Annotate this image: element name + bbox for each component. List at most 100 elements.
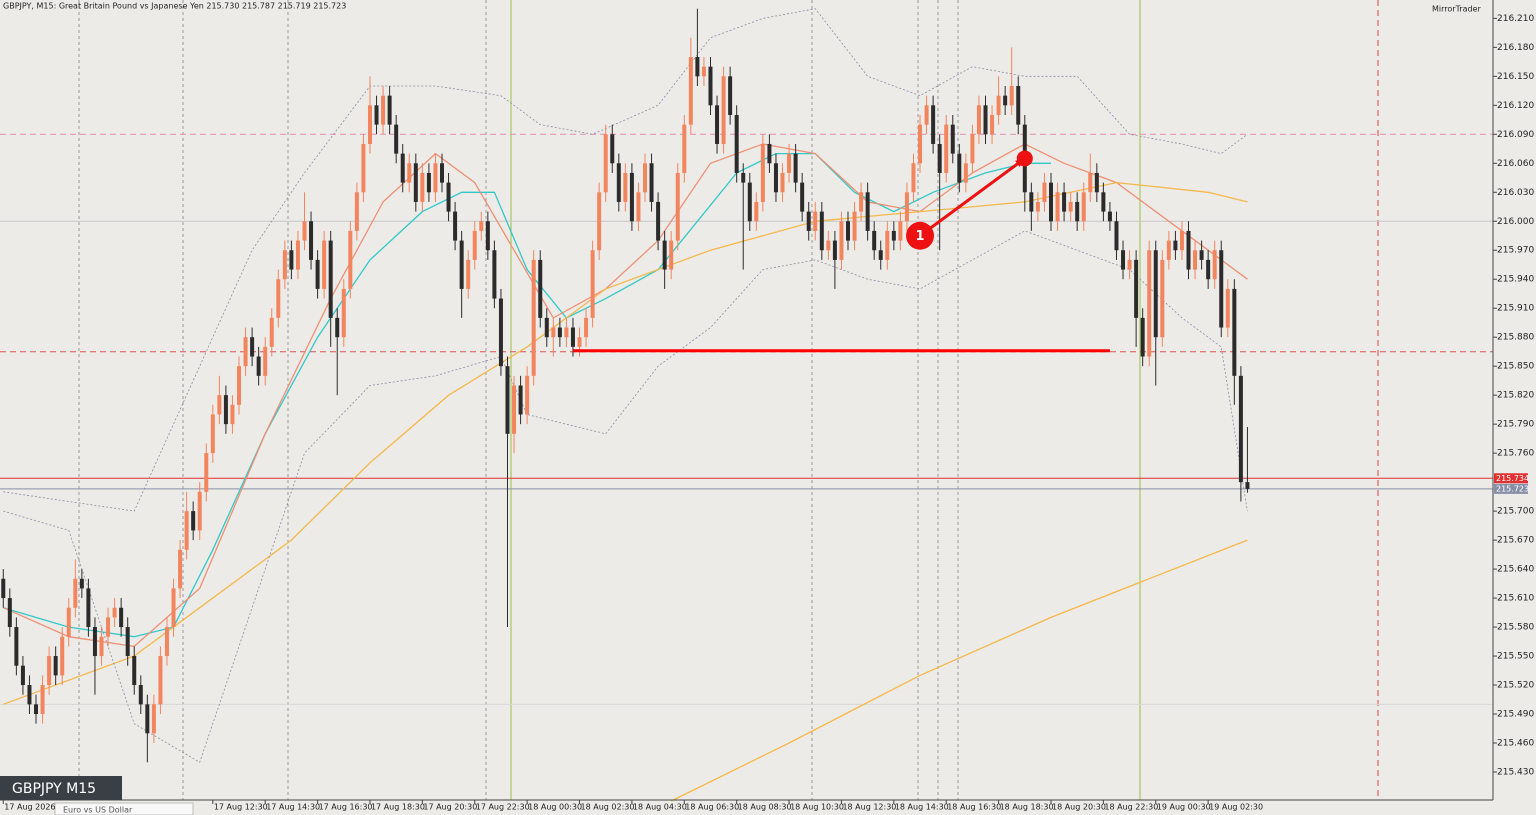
candle-body [780,172,785,193]
candle-body [1179,230,1184,251]
indicator-line [3,8,1248,512]
candle-body [577,337,582,347]
candle-body [983,105,988,135]
candle-body [590,250,595,318]
candle-body [754,201,759,222]
y-tick-label: 216.030 [1497,188,1534,198]
candle-body [1029,192,1034,212]
candle-body [282,250,287,280]
y-tick-label: 215.820 [1497,391,1534,401]
candle-body [472,230,477,260]
candle-body [354,192,359,231]
candle-body [1048,182,1053,222]
candle-body [1186,230,1191,270]
x-tick-label: 17 Aug 16:30 [319,803,373,812]
candle-body [1173,240,1178,251]
y-tick-label: 215.550 [1497,652,1534,662]
candle-body [885,230,890,260]
y-tick-label: 216.090 [1497,130,1534,140]
x-tick-label: 18 Aug 10:30 [790,803,844,812]
candle-body [597,192,602,251]
candle-body [957,153,962,183]
vertical-grid [78,0,959,800]
candle-body [970,134,975,164]
candle-body [1,578,6,599]
candle-body [1225,288,1230,328]
candle-body [92,627,97,657]
candle-body [787,153,792,173]
candle-body [243,337,248,367]
candle-body [361,143,366,193]
candle-body [1219,250,1224,328]
candle-body [459,240,464,289]
arrow-marker-label: 1 [916,229,925,244]
candle-body [675,172,680,241]
candle-body [413,163,418,202]
candle-body [197,491,202,531]
candle-body [1035,201,1040,212]
price-label: 215.734 [1496,474,1529,483]
x-tick-label: 18 Aug 02:30 [581,803,635,812]
candle-body [164,627,169,657]
candle-body [1127,259,1132,270]
x-tick-label: 19 Aug 02:30 [1209,803,1263,812]
candle-body [741,172,746,183]
candle-body [518,385,523,415]
y-tick-label: 215.880 [1497,333,1534,343]
candle-body [891,230,896,241]
plot: 1 [0,8,1493,802]
y-tick-label: 215.580 [1497,623,1534,633]
x-tick-label: 17 Aug 20:30 [423,803,477,812]
candle-body [1160,259,1165,338]
candle-body [512,385,517,434]
candle-body [806,211,811,231]
indicator-line [3,230,1248,763]
y-tick-label: 216.060 [1497,159,1534,169]
candle-body [898,221,903,241]
y-tick-label: 216.210 [1497,14,1534,24]
arrow-marker [906,221,935,250]
candle-body [138,685,143,705]
candle-body [649,163,654,202]
candle-body [1166,240,1171,260]
tooltip: Euro vs US Dollar [63,806,133,815]
candle-body [53,656,58,676]
y-tick-label: 215.790 [1497,420,1534,430]
candle-body [1107,211,1112,222]
candle-body [557,327,562,338]
candle-body [643,163,648,193]
candle-body [7,598,12,628]
candle-body [1016,85,1021,125]
x-tick-label: 17 Aug 14:30 [266,803,320,812]
candle-body [944,124,949,173]
candle-body [505,366,510,434]
candle-body [564,327,569,338]
candle-body [878,250,883,260]
candle-body [931,105,936,144]
candle-body [99,636,104,657]
candle-body [616,163,621,202]
candle-body [1199,250,1204,260]
candle-body [682,124,687,173]
candle-body [119,607,124,628]
candle-body [151,704,156,734]
y-tick-label: 216.150 [1497,72,1534,82]
candle-body [701,66,706,77]
watermark: GBPJPY M15 [12,781,96,797]
candle-body [839,221,844,260]
indicator-line [670,539,1248,802]
candle-body [178,549,183,589]
candle-body [374,105,379,125]
candle-body [695,57,700,77]
candle-body [656,201,661,241]
y-tick-label: 216.180 [1497,43,1534,53]
candle-body [813,211,818,231]
candle-body [341,288,346,338]
candle-body [728,76,733,115]
candle-body [223,395,228,425]
candle-body [387,95,392,125]
candle-body [570,327,575,347]
y-tick-label: 215.910 [1497,304,1534,314]
candle-body [171,588,176,628]
